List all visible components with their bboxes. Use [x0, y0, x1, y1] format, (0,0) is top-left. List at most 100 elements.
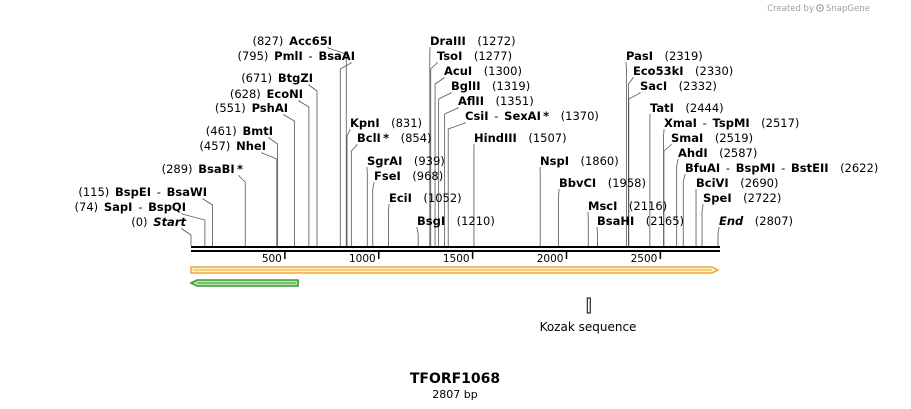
site-text: NheI: [236, 139, 266, 153]
site-text: TspMI: [713, 116, 750, 130]
site-text: (968): [412, 169, 443, 183]
site-leader-ahdi: [676, 159, 679, 246]
site-label-ecii[interactable]: EciI (1052): [389, 191, 462, 205]
site-text: -: [697, 116, 713, 130]
site-text: AcuI: [444, 64, 472, 78]
site-text: (2722): [743, 191, 781, 205]
site-label-aflii[interactable]: AflII (1351): [458, 94, 534, 108]
site-text: [703, 131, 715, 145]
site-label-bspei[interactable]: (115) BspEI - BsaWI: [78, 185, 207, 199]
site-label-sgrai[interactable]: SgrAI (939): [367, 154, 445, 168]
site-text: PasI: [626, 49, 653, 63]
site-label-nspi[interactable]: NspI (1860): [540, 154, 619, 168]
backbone-top-strand: [191, 246, 720, 248]
site-text: [481, 79, 493, 93]
site-text: *: [237, 162, 243, 176]
site-label-acui[interactable]: AcuI (1300): [444, 64, 522, 78]
site-text: (1052): [423, 191, 461, 205]
site-text: [829, 161, 841, 175]
site-text: [617, 199, 629, 213]
site-text: Eco53kI: [633, 64, 684, 78]
site-label-pmli[interactable]: (795) PmlI - BsaAI: [237, 49, 355, 63]
site-label-start[interactable]: (0) Start: [131, 215, 186, 229]
site-label-spei[interactable]: SpeI (2722): [703, 191, 781, 205]
site-label-tsoi[interactable]: TsoI (1277): [437, 49, 512, 63]
site-label-ahdi[interactable]: AhdI (2587): [678, 146, 757, 160]
site-text: (671): [241, 71, 272, 85]
site-text: [653, 49, 665, 63]
site-text: [667, 79, 679, 93]
site-text: BsaBI: [198, 162, 234, 176]
site-text: (74): [75, 200, 99, 214]
site-label-bsgi[interactable]: BsgI (1210): [417, 214, 495, 228]
site-text: (795): [237, 49, 268, 63]
site-text: EcoNI: [267, 87, 303, 101]
snapgene-logo-icon: [816, 4, 824, 12]
site-label-bglii[interactable]: BglII (1319): [451, 79, 530, 93]
site-text: [517, 131, 529, 145]
site-label-kpni[interactable]: KpnI (831): [350, 116, 422, 130]
site-label-bsabi[interactable]: (289) BsaBI *: [162, 162, 243, 176]
site-text: BsaHI: [597, 214, 634, 228]
site-label-sapi[interactable]: (74) SapI - BspQI: [75, 200, 186, 214]
site-text: (1507): [528, 131, 566, 145]
site-text: -: [720, 161, 736, 175]
site-label-btgzi[interactable]: (671) BtgZI: [241, 71, 313, 85]
site-text: [684, 64, 696, 78]
site-text: End: [719, 214, 744, 228]
site-text: (551): [215, 101, 246, 115]
site-label-hindiii[interactable]: HindIII (1507): [474, 131, 567, 145]
site-label-econi[interactable]: (628) EcoNI: [230, 87, 303, 101]
site-text: SacI: [640, 79, 667, 93]
site-label-bmti[interactable]: (461) BmtI: [206, 124, 273, 138]
site-text: [445, 214, 457, 228]
site-label-msci[interactable]: MscI (2116): [588, 199, 667, 213]
site-text: HindIII: [474, 131, 517, 145]
site-text: (2587): [719, 146, 757, 160]
site-text: (289): [162, 162, 193, 176]
site-text: [729, 176, 741, 190]
site-label-end[interactable]: End (2807): [719, 214, 793, 228]
site-label-bbvci[interactable]: BbvCI (1958): [559, 176, 646, 190]
site-label-pshai[interactable]: (551) PshAI: [215, 101, 288, 115]
site-leader-bglii: [438, 92, 452, 246]
site-text: [472, 64, 484, 78]
site-leader-bmti: [268, 137, 278, 246]
site-label-saci[interactable]: SacI (2332): [640, 79, 717, 93]
site-label-tati[interactable]: TatI (2444): [650, 101, 724, 115]
site-label-xmai[interactable]: XmaI - TspMI (2517): [664, 116, 799, 130]
site-text: Acc65I: [289, 34, 332, 48]
site-text: -: [151, 185, 167, 199]
site-leader-pshai: [283, 114, 295, 246]
site-label-nhei[interactable]: (457) NheI: [199, 139, 266, 153]
site-label-csii[interactable]: CsiI - SexAI * (1370): [465, 109, 599, 123]
kozak-sequence-label: Kozak sequence: [540, 320, 637, 334]
ruler-tick-label: 1000: [349, 253, 376, 265]
site-label-fsei[interactable]: FseI (968): [374, 169, 443, 183]
site-text: AflII: [458, 94, 484, 108]
site-label-bfuai[interactable]: BfuAI - BspMI - BstEII (2622): [685, 161, 878, 175]
site-label-bsahi[interactable]: BsaHI (2165): [597, 214, 684, 228]
site-text: PmlI: [274, 49, 303, 63]
site-label-acc65i[interactable]: (827) Acc65I: [252, 34, 332, 48]
site-text: [708, 146, 720, 160]
site-text: (1272): [477, 34, 515, 48]
site-label-bcivi[interactable]: BciVI (2690): [696, 176, 778, 190]
site-text: (1277): [474, 49, 512, 63]
site-label-bcli[interactable]: BclI * (854): [357, 131, 432, 145]
site-text: [569, 154, 581, 168]
kozak-sequence-feature[interactable]: [586, 297, 591, 314]
site-text: (827): [252, 34, 283, 48]
site-label-draiii[interactable]: DraIII (1272): [430, 34, 516, 48]
site-label-smai[interactable]: SmaI (2519): [671, 131, 753, 145]
site-label-eco53ki[interactable]: Eco53kI (2330): [633, 64, 733, 78]
site-label-pasi[interactable]: PasI (2319): [626, 49, 703, 63]
site-text: BciVI: [696, 176, 729, 190]
site-text: [412, 191, 424, 205]
site-text: AhdI: [678, 146, 708, 160]
site-text: [466, 34, 478, 48]
site-text: -: [303, 49, 319, 63]
site-leader-aflii: [444, 107, 459, 246]
site-text: BsgI: [417, 214, 445, 228]
site-text: [401, 169, 413, 183]
